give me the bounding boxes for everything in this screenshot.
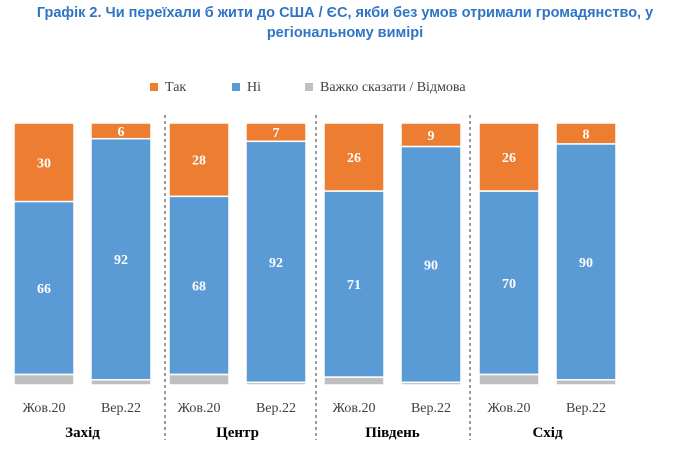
bar-segment-3-4 <box>245 381 307 386</box>
bar-segment-2-1 <box>13 200 75 376</box>
bar-segment-3-5 <box>323 376 385 386</box>
data-label-1-6: 9 <box>428 129 435 144</box>
data-label-2-6: 90 <box>424 258 438 273</box>
period-label-3: Жов.20 <box>178 401 221 416</box>
data-label-1-4: 7 <box>273 126 280 141</box>
region-label-4: Схід <box>532 425 563 441</box>
bar-segment-3-3 <box>168 373 230 386</box>
region-label-2: Центр <box>216 425 259 441</box>
data-label-2-5: 71 <box>347 278 361 293</box>
data-label-1-2: 6 <box>118 125 125 140</box>
period-label-8: Вер.22 <box>566 401 606 416</box>
bar-segment-3-8 <box>555 379 617 386</box>
data-label-1-3: 28 <box>192 154 206 169</box>
bar-segment-3-1 <box>13 373 75 386</box>
data-label-1-1: 30 <box>37 156 51 171</box>
bar-segment-3-6 <box>400 381 462 386</box>
bar-segment-1-1 <box>13 122 75 203</box>
bar-segment-3-7 <box>478 373 540 386</box>
bar-segment-1-5 <box>323 122 385 192</box>
bar-segment-1-7 <box>478 122 540 192</box>
period-label-5: Жов.20 <box>333 401 376 416</box>
bar-segment-2-5 <box>323 190 385 378</box>
bar-segment-2-4 <box>245 140 307 384</box>
chart-title-line-1: Графік 2. Чи переїхали б жити до США / Є… <box>36 5 654 21</box>
legend-label-1: Так <box>165 80 186 95</box>
legend-swatch-3 <box>305 83 313 91</box>
data-label-1-7: 26 <box>502 151 516 166</box>
period-label-6: Вер.22 <box>411 401 451 416</box>
region-label-3: Південь <box>365 425 419 441</box>
legend-swatch-1 <box>150 83 158 91</box>
data-label-2-1: 66 <box>37 282 51 297</box>
chart-title: Графік 2. Чи переїхали б жити до США / Є… <box>0 3 690 43</box>
bar-segment-2-3 <box>168 195 230 376</box>
legend-label-2: Ні <box>247 80 261 95</box>
bar-segment-2-8 <box>555 143 617 381</box>
data-label-2-8: 90 <box>579 256 593 271</box>
region-label-1: Захід <box>65 425 100 441</box>
period-label-1: Жов.20 <box>23 401 66 416</box>
bar-segment-2-7 <box>478 190 540 376</box>
data-label-2-4: 92 <box>269 256 283 271</box>
chart-title-line-2: регіональному вимірі <box>266 25 424 41</box>
bar-segment-1-3 <box>168 122 230 198</box>
data-label-1-8: 8 <box>583 127 590 142</box>
bar-segment-2-2 <box>90 137 152 381</box>
legend-swatch-2 <box>232 83 240 91</box>
bar-segment-3-2 <box>90 379 152 386</box>
period-label-2: Вер.22 <box>101 401 141 416</box>
data-label-2-2: 92 <box>114 253 128 268</box>
legend-label-3: Важко сказати / Відмова <box>320 80 466 95</box>
bar-segment-2-6 <box>400 145 462 384</box>
data-label-1-5: 26 <box>347 151 361 166</box>
data-label-2-7: 70 <box>502 277 516 292</box>
period-label-7: Жов.20 <box>488 401 531 416</box>
data-label-2-3: 68 <box>192 279 206 294</box>
period-label-4: Вер.22 <box>256 401 296 416</box>
